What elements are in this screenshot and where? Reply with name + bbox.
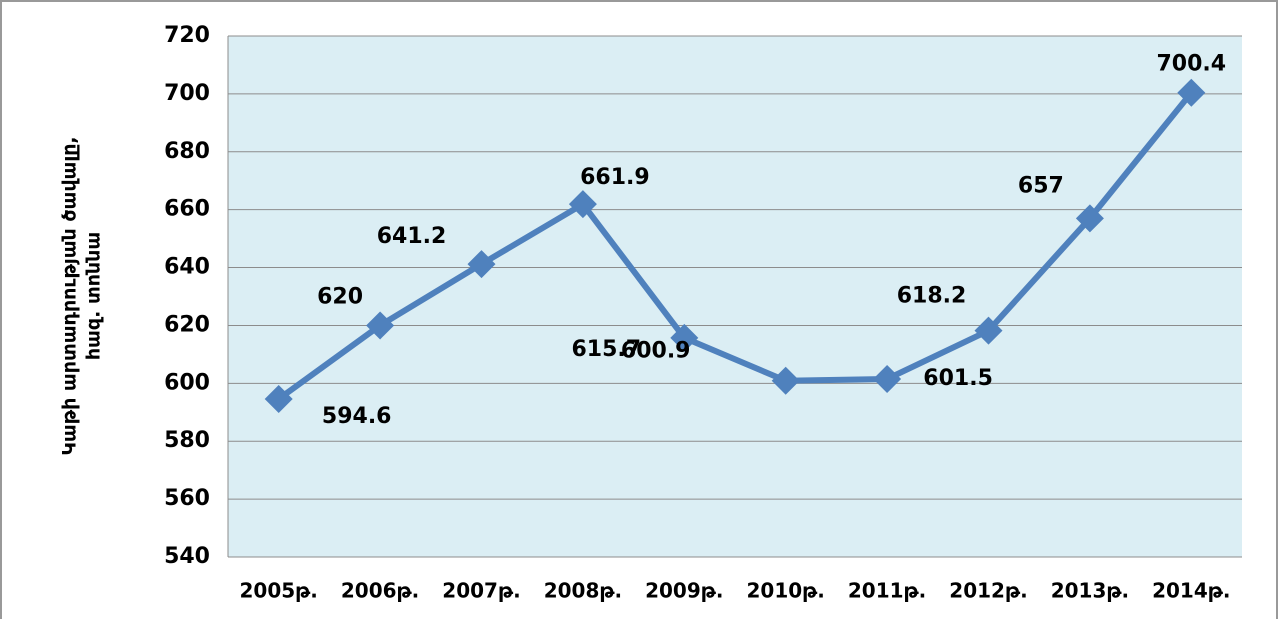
y-tick-label: 700 [164, 81, 210, 106]
marker [670, 323, 699, 352]
x-tick-label: 2008թ. [544, 579, 622, 603]
x-tick-label: 2014թ. [1152, 579, 1230, 603]
y-tick-label: 640 [164, 255, 210, 280]
y-tick-label: 580 [164, 428, 210, 453]
x-tick-label: 2005թ. [240, 579, 318, 603]
y-tick-label: 620 [164, 312, 210, 337]
x-tick-label: 2012թ. [949, 579, 1027, 603]
marker [873, 364, 902, 393]
data-label: 657 [1018, 173, 1064, 198]
x-tick-label: 2011թ. [848, 579, 926, 603]
data-label: 618.2 [897, 284, 967, 309]
x-tick-label: 2006թ. [341, 579, 419, 603]
marker [568, 190, 597, 219]
line [276, 90, 1194, 402]
data-label: 615.7 [572, 337, 642, 362]
marker [771, 366, 800, 395]
data-label: 700.4 [1157, 52, 1227, 77]
marker [1177, 78, 1206, 107]
marker [366, 311, 395, 340]
marker [467, 250, 496, 279]
data-label: 641.2 [377, 224, 447, 249]
x-tick-label: 2009թ. [645, 579, 723, 603]
y-tick-label: 560 [164, 486, 210, 511]
x-tick-label: 2010թ. [747, 579, 825, 603]
marker [264, 384, 293, 413]
data-label: 594.6 [322, 404, 392, 429]
data-label: 600.9 [621, 339, 691, 364]
marker [1075, 204, 1104, 233]
y-label-line: Կաթի արտադրության ծավալը, [59, 136, 81, 455]
y-tick-label: 540 [164, 544, 210, 569]
plot-area [228, 36, 1242, 557]
y-tick-label: 680 [164, 139, 210, 164]
y-tick-label: 720 [164, 23, 210, 48]
marker [974, 316, 1003, 345]
y-label-line: հազ. տոննա [83, 232, 105, 360]
y-tick-label: 600 [164, 370, 210, 395]
x-tick-label: 2013թ. [1051, 579, 1129, 603]
x-tick-label: 2007թ. [442, 579, 520, 603]
y-tick-label: 660 [164, 197, 210, 222]
data-label: 661.9 [580, 165, 650, 190]
y-axis-label: Կաթի արտադրության ծավալը, հազ. տոննա [59, 136, 105, 455]
data-label: 620 [317, 284, 363, 309]
data-label: 601.5 [923, 366, 993, 391]
